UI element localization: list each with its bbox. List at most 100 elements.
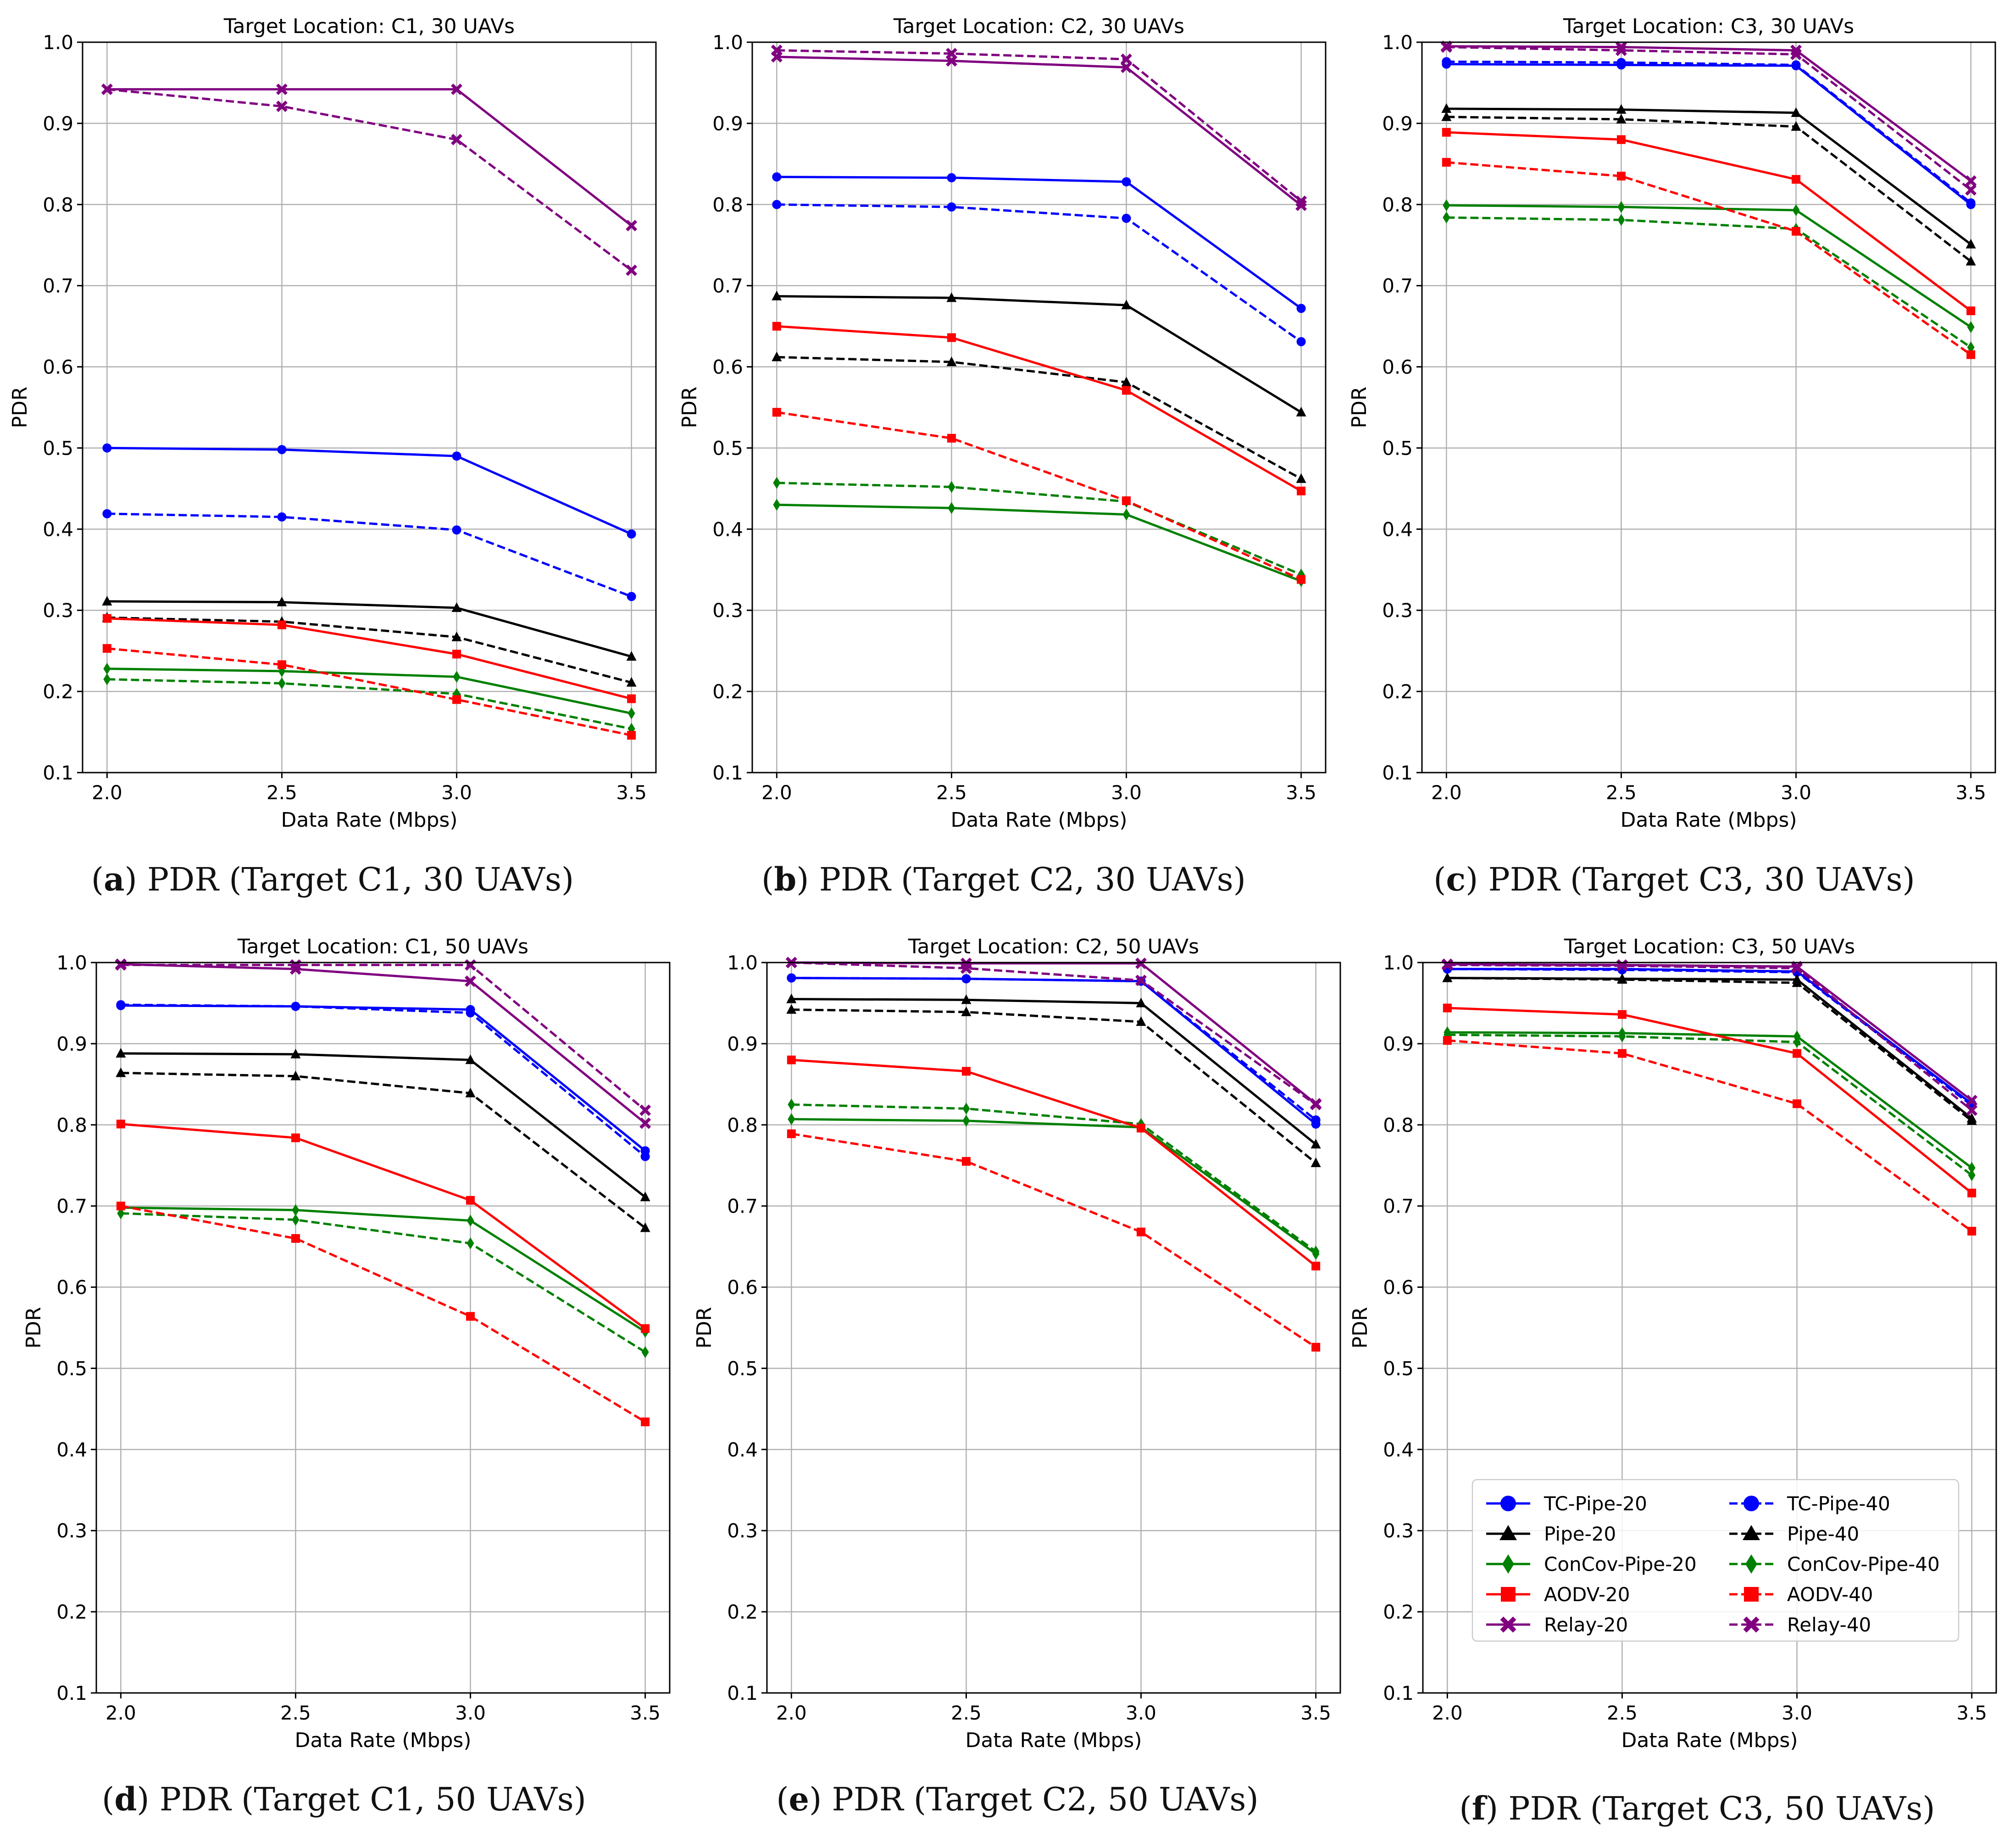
x-axis-label: Data Rate (Mbps) xyxy=(281,808,458,832)
data-point xyxy=(945,48,957,60)
data-point xyxy=(1297,486,1306,495)
data-point xyxy=(1966,350,1976,359)
y-tick-label: 0.7 xyxy=(1382,275,1413,297)
y-tick-label: 0.8 xyxy=(43,194,73,216)
data-point xyxy=(465,1087,476,1097)
chart-panel-f: 0.1 0.2 0.3 0.4 0.5 0.6 0.7 0.8 0.9 1.0 2.0 2.5 3.0 3… xyxy=(1349,935,1997,1752)
y-tick-label: 0.7 xyxy=(43,275,73,297)
data-point xyxy=(946,356,957,366)
legend-label: ConCov-Pipe-40 xyxy=(1787,1553,1940,1575)
caption-text: PDR (Target C2, 30 UAVs) xyxy=(819,861,1246,898)
series-line xyxy=(107,617,632,700)
plot-frame xyxy=(1421,41,1996,774)
x-tick-label: 3.0 xyxy=(1782,1702,1812,1724)
caption-text: PDR (Target C1, 30 UAVs) xyxy=(147,861,574,898)
data-point xyxy=(1443,1003,1452,1013)
series-aodv-40 xyxy=(772,408,1306,584)
series-line xyxy=(791,961,1317,1105)
data-point xyxy=(627,707,635,719)
series-line xyxy=(791,961,1317,1106)
chart-title: Target Location: C2, 30 UAVs xyxy=(893,15,1184,38)
data-point xyxy=(277,512,287,522)
x-tick-label: 2.5 xyxy=(936,781,967,804)
data-point xyxy=(961,1067,971,1076)
data-point xyxy=(1311,1262,1321,1271)
legend-marker xyxy=(1501,1587,1516,1602)
y-tick-label: 0.5 xyxy=(56,1357,87,1380)
data-point xyxy=(1792,227,1801,236)
data-point xyxy=(1296,337,1306,346)
series-line xyxy=(107,512,632,598)
data-point xyxy=(947,333,956,342)
y-tick-label: 0.2 xyxy=(1383,1601,1414,1623)
data-point xyxy=(1967,1188,1977,1197)
legend-item: Pipe-40 xyxy=(1729,1523,1859,1545)
data-point xyxy=(277,660,286,669)
y-tick-label: 0.9 xyxy=(1382,112,1413,135)
chart-panel-d: 0.1 0.2 0.3 0.4 0.5 0.6 0.7 0.8 0.9 1.0 2.0 2.5 3.0 3… xyxy=(22,935,671,1752)
data-point xyxy=(451,134,463,145)
x-tick-label: 2.0 xyxy=(776,1702,807,1724)
data-point xyxy=(772,351,782,362)
series-aodv-40 xyxy=(787,1129,1321,1352)
data-point xyxy=(276,83,288,95)
y-tick-label: 0.7 xyxy=(727,1195,758,1218)
data-point xyxy=(466,1312,475,1321)
legend-item: AODV-40 xyxy=(1729,1583,1873,1606)
data-point xyxy=(103,662,111,675)
series-pipe-40 xyxy=(102,612,637,687)
series-line xyxy=(121,963,646,1124)
data-point xyxy=(962,1102,970,1115)
legend-marker xyxy=(1500,1616,1516,1633)
data-point xyxy=(639,1117,651,1129)
y-tick-label: 1.0 xyxy=(43,31,73,54)
caption-letter: a xyxy=(104,860,125,898)
x-tick-label: 2.5 xyxy=(1607,1702,1638,1724)
legend-item: ConCov-Pipe-20 xyxy=(1486,1553,1697,1575)
y-tick-label: 0.3 xyxy=(1383,1520,1414,1542)
y-tick-label: 0.6 xyxy=(1382,356,1413,379)
series-line xyxy=(121,963,646,1111)
data-point xyxy=(116,1202,125,1211)
data-point xyxy=(1443,1036,1452,1045)
y-tick-label: 0.4 xyxy=(1383,1438,1414,1461)
caption-letter: b xyxy=(774,860,797,898)
series-pipe-20 xyxy=(116,1048,650,1202)
series-line xyxy=(791,1058,1317,1267)
data-point xyxy=(276,100,288,112)
series-line xyxy=(777,503,1302,582)
series-aodv-20 xyxy=(102,614,636,703)
data-point xyxy=(466,1196,475,1205)
data-point xyxy=(102,644,111,653)
y-axis-label: PDR xyxy=(22,1307,45,1349)
x-tick-label: 2.0 xyxy=(92,781,122,804)
y-tick-label: 0.1 xyxy=(56,1682,87,1704)
y-tick-label: 0.3 xyxy=(727,1520,758,1542)
data-point xyxy=(1968,1162,1976,1174)
legend-label: Relay-20 xyxy=(1544,1614,1628,1636)
chart-panel-c: 0.1 0.2 0.3 0.4 0.5 0.6 0.7 0.8 0.9 1.0 2.0 2.5 3.0 3… xyxy=(1348,15,1996,832)
x-tick-label: 3.0 xyxy=(441,781,472,804)
legend-marker xyxy=(1744,1587,1759,1602)
x-tick-label: 3.0 xyxy=(1781,781,1811,804)
data-point xyxy=(116,1119,125,1129)
data-point xyxy=(102,596,112,606)
x-tick-label: 2.0 xyxy=(761,781,792,804)
data-point xyxy=(1966,1104,1978,1116)
x-tick-label: 2.0 xyxy=(1431,781,1462,804)
y-tick-label: 0.7 xyxy=(712,275,743,297)
series-line xyxy=(1446,116,1972,262)
data-point xyxy=(102,614,111,623)
legend-label: TC-Pipe-20 xyxy=(1544,1492,1647,1515)
series-concov-pipe-20 xyxy=(773,499,1305,587)
x-tick-label: 3.0 xyxy=(1111,781,1142,804)
chart-title: Target Location: C2, 50 UAVs xyxy=(908,935,1199,958)
data-point xyxy=(786,993,797,1003)
data-point xyxy=(788,1098,795,1111)
y-tick-label: 0.4 xyxy=(727,1438,758,1461)
x-tick-label: 3.5 xyxy=(1955,781,1986,804)
data-point xyxy=(1443,212,1450,224)
y-tick-label: 1.0 xyxy=(1382,31,1413,54)
data-point xyxy=(773,477,781,489)
y-tick-label: 0.1 xyxy=(712,762,743,784)
